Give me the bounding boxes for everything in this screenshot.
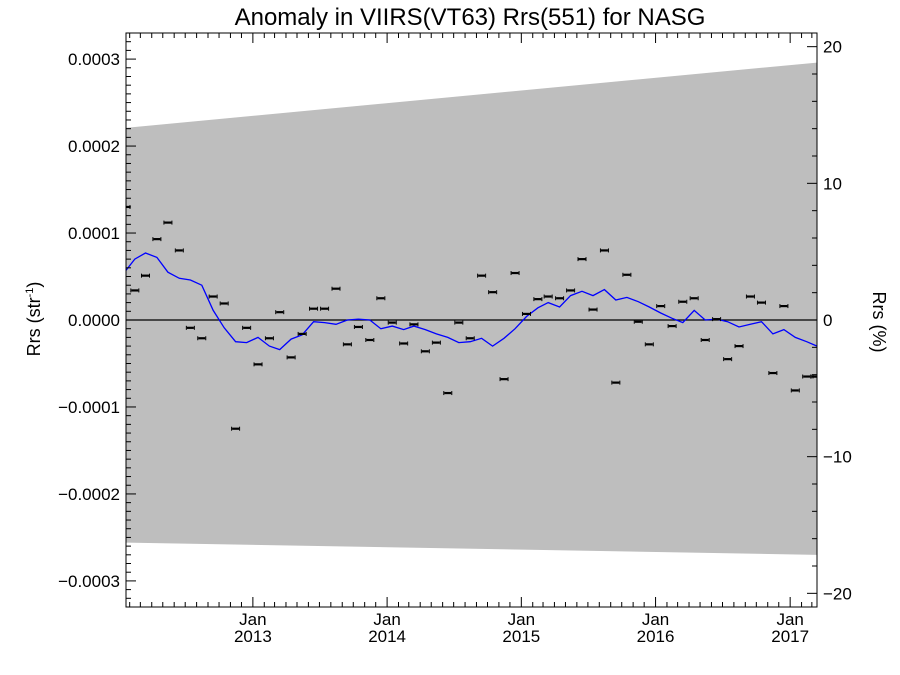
data-point — [689, 296, 699, 301]
y-left-tick-label: −0.0001 — [58, 398, 120, 417]
data-point — [499, 377, 509, 382]
x-tick-label-month: Jan — [373, 610, 400, 629]
y-left-tick-label: −0.0003 — [58, 572, 120, 591]
smoothed-anomaly-line — [126, 252, 817, 351]
x-tick-label-year: 2013 — [234, 627, 272, 646]
left-y-axis-label: Rrs (str-1) — [24, 282, 44, 357]
data-point — [297, 331, 307, 336]
left-y-axis: 0.0003 0.0002 0.0001 0.0000 −0.0001 −0.0002 −0… — [58, 32, 136, 608]
right-y-axis: 20 10 0 −10 −20 — [807, 38, 852, 603]
data-point — [667, 324, 677, 329]
data-point — [779, 304, 789, 309]
data-point — [309, 306, 319, 311]
data-point — [465, 336, 475, 341]
data-point — [790, 388, 800, 393]
anomaly-points — [126, 204, 817, 431]
data-point — [376, 296, 386, 301]
data-point — [409, 322, 419, 327]
x-tick-label-year: 2016 — [637, 627, 675, 646]
data-point — [208, 294, 218, 299]
data-point — [174, 248, 184, 253]
data-point — [163, 220, 173, 225]
data-point — [700, 338, 710, 343]
series-line — [126, 252, 817, 351]
y-right-tick-label: −10 — [823, 448, 852, 467]
data-point — [365, 338, 375, 343]
x-tick-label-month: Jan — [776, 610, 803, 629]
y-right-tick-label: −20 — [823, 584, 852, 603]
data-point — [712, 317, 722, 322]
y-left-tick-label: 0.0003 — [68, 50, 120, 69]
data-point — [768, 371, 778, 376]
data-point — [678, 299, 688, 304]
data-point — [443, 391, 453, 396]
data-point — [399, 341, 409, 346]
data-point — [331, 286, 341, 291]
data-point — [152, 237, 162, 242]
data-point — [533, 297, 543, 302]
data-point — [197, 336, 207, 341]
data-point — [264, 336, 274, 341]
data-point — [723, 357, 733, 362]
data-point — [231, 426, 241, 431]
data-point — [477, 273, 487, 278]
data-point — [577, 257, 587, 262]
y-left-tick-label: 0.0000 — [68, 311, 120, 330]
data-point — [656, 304, 666, 309]
data-point — [275, 310, 285, 315]
band-area — [126, 62, 817, 555]
data-point — [521, 311, 531, 316]
data-point — [353, 324, 363, 329]
x-tick-label-month: Jan — [642, 610, 669, 629]
data-point — [387, 320, 397, 325]
y-left-tick-label: 0.0001 — [68, 224, 120, 243]
right-y-axis-label: Rrs (%) — [869, 292, 889, 353]
data-point — [644, 342, 654, 347]
data-point — [431, 340, 441, 345]
y-left-tick-label: 0.0002 — [68, 137, 120, 156]
chart-title: Anomaly in VIIRS(VT63) Rrs(551) for NASG — [235, 4, 706, 31]
data-point — [745, 294, 755, 299]
data-point — [588, 307, 598, 312]
x-tick-label-year: 2014 — [368, 627, 406, 646]
data-point — [756, 300, 766, 305]
data-point — [253, 362, 263, 367]
data-point — [420, 349, 430, 354]
y-right-tick-label: 10 — [823, 174, 842, 193]
y-right-tick-label: 20 — [823, 38, 842, 57]
data-point — [622, 272, 632, 277]
data-point — [320, 306, 330, 311]
data-point — [242, 325, 252, 330]
y-left-tick-label: −0.0002 — [58, 485, 120, 504]
data-point — [185, 325, 195, 330]
data-point — [611, 380, 621, 385]
y-right-tick-label: 0 — [823, 311, 832, 330]
x-tick-label-year: 2017 — [771, 627, 809, 646]
x-tick-label-month: Jan — [508, 610, 535, 629]
data-point — [599, 248, 609, 253]
data-point — [812, 374, 817, 379]
confidence-band — [126, 62, 817, 555]
data-point — [219, 301, 229, 306]
data-point — [555, 296, 565, 301]
data-point — [734, 344, 744, 349]
data-point — [543, 294, 553, 299]
data-point — [510, 271, 520, 276]
data-point — [130, 288, 140, 293]
data-point — [286, 355, 296, 360]
data-point — [454, 320, 464, 325]
x-tick-label-month: Jan — [239, 610, 266, 629]
data-point — [488, 290, 498, 295]
data-point — [342, 342, 352, 347]
data-point — [140, 273, 150, 278]
x-tick-label-year: 2015 — [502, 627, 540, 646]
data-point — [566, 288, 576, 293]
data-point — [633, 319, 643, 324]
